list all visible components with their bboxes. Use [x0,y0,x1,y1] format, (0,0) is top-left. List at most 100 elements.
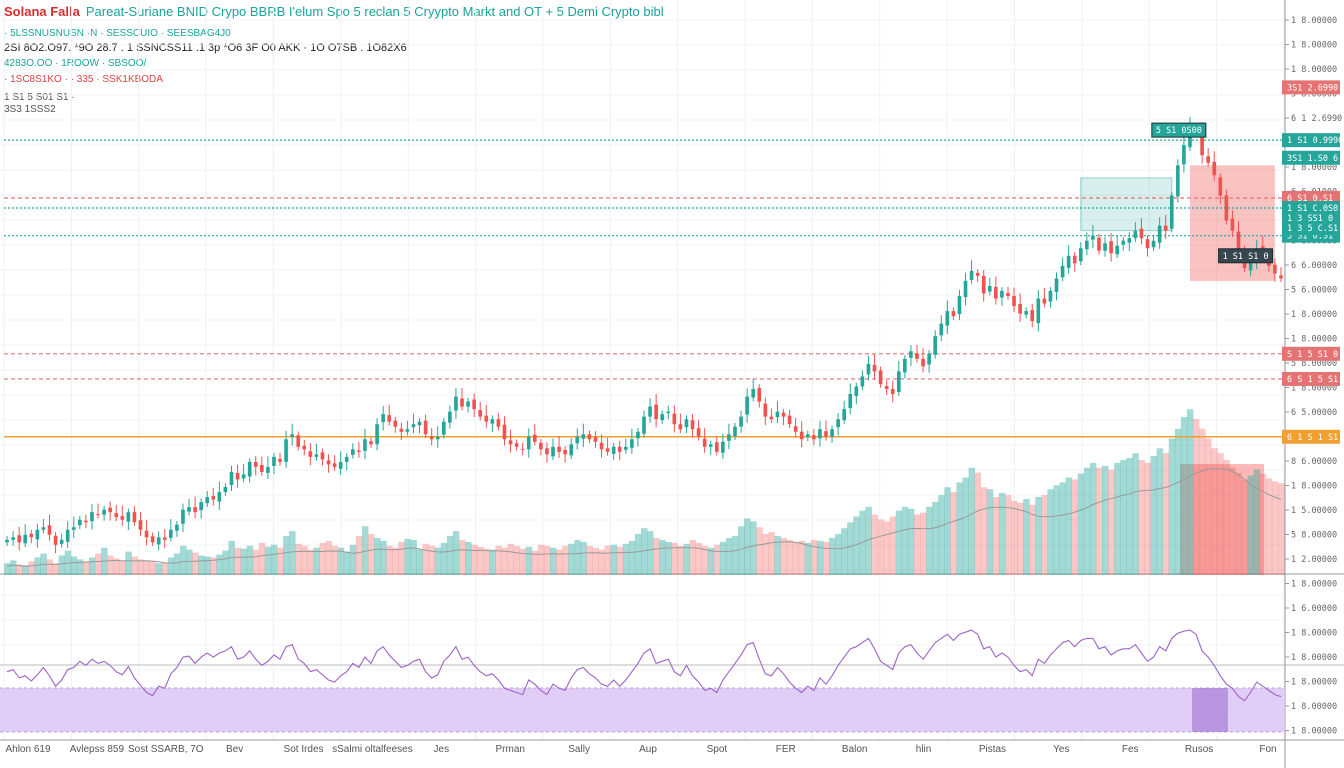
candle-body [660,414,665,421]
volume-bar [1023,498,1030,575]
candle-body [630,439,634,448]
volume-bar [920,512,927,575]
volume-bar [1259,473,1267,575]
candle-body [175,524,179,531]
time-axis[interactable]: Ahlon 619 Avlepss 859 Sost SSARB, 7O Bev Sot… [5,744,1276,755]
volume-bar [1253,469,1261,575]
candle-body [1072,255,1077,264]
candle-body [1200,128,1204,156]
candle-body [266,466,270,473]
candle-body [836,419,840,428]
candle-body [617,446,622,452]
candle-body [466,401,470,407]
volume-bar [774,536,781,575]
time-axis-label: Balon [842,744,868,755]
candle-body [684,419,689,428]
candle-body [1121,240,1126,245]
volume-bar [1114,462,1121,575]
candle-body [884,385,889,389]
candle-body [272,456,276,466]
candle-body [969,270,974,280]
volume-bar [677,545,684,575]
volume-bar [1156,448,1164,575]
volume-bar [562,545,569,575]
candle-body [872,364,877,372]
volume-bar [107,555,114,575]
candle-body [1169,195,1174,229]
candle-body [939,323,944,336]
time-axis-label: Sost SSARB, 7O [128,744,204,755]
level-tag: 6 1 S 1 S1 [1282,429,1340,444]
volume-bar [574,539,581,575]
price-axis-label: 1 8.00000 [1291,335,1337,345]
volume-bar [1011,500,1018,575]
candle-body [253,461,258,467]
volume-bar [1199,428,1206,575]
tag-text: S 1 5 S1 0 [1287,350,1338,360]
candle-body [575,436,580,444]
candle-body [1024,311,1028,315]
volume-bar [992,497,1000,575]
candle-body [654,404,658,420]
volume-bar [489,549,496,575]
candle-body [41,527,46,530]
volume-bar [1229,467,1236,575]
candle-body [223,487,228,493]
candle-body [1273,264,1277,274]
volume-bar [422,543,430,575]
volume-bar [301,545,308,575]
volume-bar [246,545,254,575]
candle-body [1157,225,1162,243]
symbol-name[interactable]: Solana Falla [4,4,80,19]
candle-body [587,434,592,440]
volume-bar [986,489,994,575]
tag-text: 6 S 1 5 S1 [1287,375,1338,385]
candle-body [526,436,531,450]
candle-body [599,442,604,450]
candle-body [314,454,319,457]
candle-body [187,507,191,512]
candle-body [1218,177,1223,196]
price-axis-label: 1 8.00000 [1291,629,1337,639]
level-tag: 1 S1 0.9990 [1282,133,1343,148]
volume-bar [185,549,193,575]
volume-bar [744,518,751,575]
candle-body [102,509,106,515]
candle-body [963,280,968,298]
candle-body [460,398,464,407]
candle-body [751,389,756,398]
volume-bar [325,540,332,575]
candle-body [478,410,483,417]
candle-body [302,445,307,450]
volume-bar [1180,417,1188,575]
candle-body [987,285,992,292]
candle-body [1230,218,1235,231]
candle-body [714,442,719,452]
volume-bar [361,526,369,575]
candle-body [690,420,695,430]
indicator-line-1: · 5LSSNUSNUSN ·N · SESSCUIO · SEESBAG4J0 [4,28,231,39]
volume-bar [647,531,654,575]
candle-body [1030,310,1035,322]
volume-bar [16,564,23,575]
volume-bar [1211,448,1218,575]
volume-bar [234,547,241,575]
volume-bar [1205,438,1212,575]
candle-body [375,424,379,445]
volume-bar [495,545,502,575]
volume-bar [616,546,624,575]
volume-bar [847,522,854,575]
price-axis-label: 5 6.00000 [1291,286,1337,296]
volume-bar [404,538,411,575]
volume-bar [913,514,921,575]
volume-bar [689,539,696,575]
volume-bar [22,565,29,575]
candle-body [1176,165,1180,197]
candle-body [144,530,149,538]
candle-body [757,387,762,402]
candle-body [320,452,325,460]
candle-body [666,411,671,414]
volume-bar [264,546,272,575]
candle-body [1036,298,1041,324]
